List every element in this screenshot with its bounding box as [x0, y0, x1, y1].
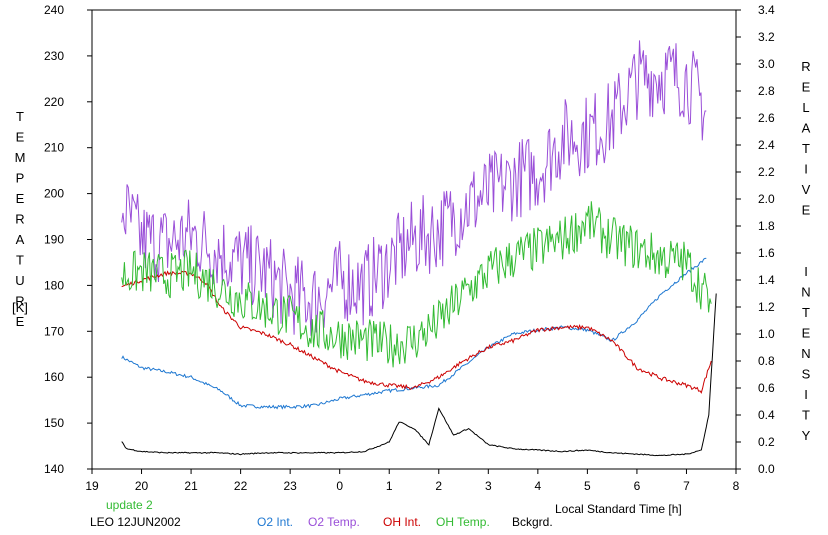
- y2-tick-label: 1.8: [758, 219, 775, 233]
- y2-tick-label: 1.2: [758, 300, 775, 314]
- y2-tick-label: 0.8: [758, 354, 775, 368]
- series-lines: [121, 40, 717, 457]
- x-tick-label: 2: [435, 479, 442, 493]
- x-tick-label: 21: [184, 479, 198, 493]
- y2-tick-label: 1.6: [758, 246, 775, 260]
- y2-tick-label: 2.6: [758, 111, 775, 125]
- update-note: update 2: [106, 498, 153, 512]
- y2-tick-label: 3.2: [758, 30, 775, 44]
- legend-entry: OH Int.: [383, 515, 421, 529]
- y-tick-label: 220: [44, 95, 64, 109]
- y-axis-right: 0.0 0.2 0.4 0.6 0.8 1.0 1.2 1.4 1.6 1.8 2.0 2.2 2.4 2…: [736, 3, 775, 476]
- legend-entry: O2 Int.: [257, 515, 293, 529]
- x-tick-label: 7: [683, 479, 690, 493]
- y-axis-left: 140 150 160 170 180 190 200 210 220 230 240: [44, 3, 92, 476]
- x-tick-label: 19: [85, 479, 99, 493]
- x-tick-label: 4: [535, 479, 542, 493]
- y2-tick-label: 0.6: [758, 381, 775, 395]
- y2-tick-label: 2.2: [758, 165, 775, 179]
- legend-entry: Bckgrd.: [512, 515, 553, 529]
- series-line-oh-int: [121, 270, 712, 394]
- y2-tick-label: 1.0: [758, 327, 775, 341]
- y2-tick-label: 2.4: [758, 138, 775, 152]
- series-line-oh-temp: [121, 201, 712, 368]
- y-tick-label: 150: [44, 416, 64, 430]
- series-line-bckgrd: [121, 293, 717, 457]
- y-tick-label: 140: [44, 462, 64, 476]
- x-tick-label: 23: [283, 479, 297, 493]
- y-tick-label: 170: [44, 324, 64, 338]
- y2-tick-label: 2.8: [758, 84, 775, 98]
- x-tick-label: 6: [634, 479, 641, 493]
- x-tick-label: 8: [733, 479, 740, 493]
- y-axis-left-unit: [K]: [12, 300, 28, 315]
- x-tick-label: 1: [386, 479, 393, 493]
- x-tick-label: 22: [234, 479, 248, 493]
- x-axis: 19 20 21 22 23 0 1 2 3 4 5 6 7 8: [85, 469, 740, 493]
- y-tick-label: 160: [44, 370, 64, 384]
- y-tick-label: 190: [44, 233, 64, 247]
- y2-tick-label: 0.4: [758, 408, 775, 422]
- x-tick-label: 3: [485, 479, 492, 493]
- station-note: LEO 12JUN2002: [90, 515, 181, 529]
- legend-entry: OH Temp.: [436, 515, 490, 529]
- y2-tick-label: 0.0: [758, 462, 775, 476]
- x-tick-label: 0: [336, 479, 343, 493]
- legend-entry: O2 Temp.: [308, 515, 360, 529]
- legend: O2 Int. O2 Temp. OH Int. OH Temp. Bckgrd.: [257, 515, 553, 529]
- y2-tick-label: 2.0: [758, 192, 775, 206]
- x-tick-label: 5: [584, 479, 591, 493]
- y-tick-label: 240: [44, 3, 64, 17]
- series-line-o2-temp: [121, 40, 707, 336]
- x-axis-title: Local Standard Time [h]: [555, 502, 682, 516]
- y-tick-label: 200: [44, 187, 64, 201]
- y-tick-label: 180: [44, 278, 64, 292]
- y2-tick-label: 3.4: [758, 3, 775, 17]
- y2-tick-label: 3.0: [758, 57, 775, 71]
- y-tick-label: 210: [44, 141, 64, 155]
- series-line-o2-int: [121, 257, 707, 410]
- y2-tick-label: 1.4: [758, 273, 775, 287]
- plot-frame: [91, 9, 737, 470]
- y-tick-label: 230: [44, 49, 64, 63]
- x-tick-label: 20: [135, 479, 149, 493]
- y2-tick-label: 0.2: [758, 435, 775, 449]
